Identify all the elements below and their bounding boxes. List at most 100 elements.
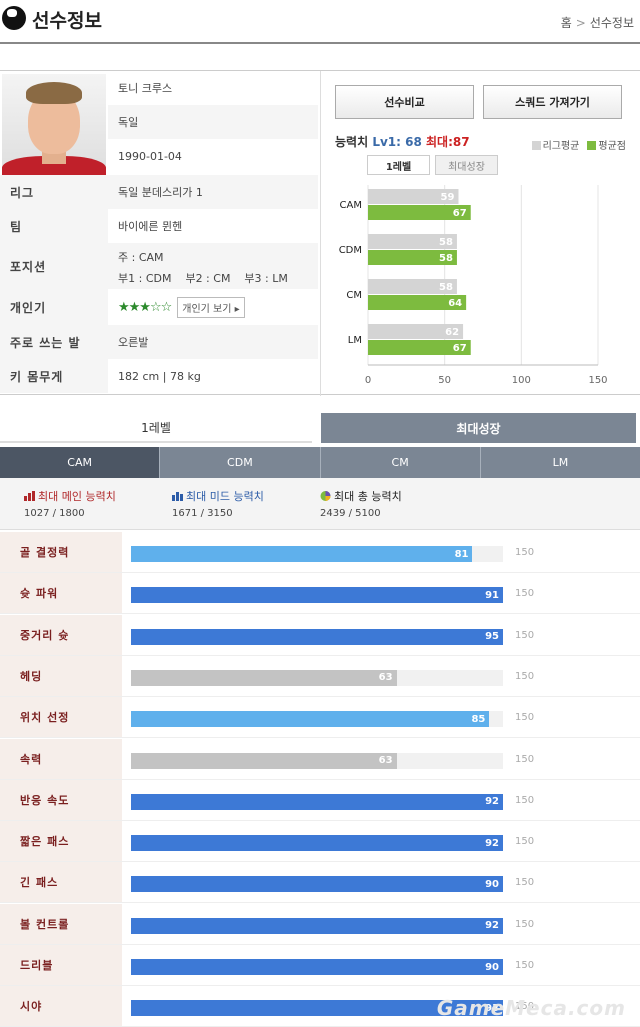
chart-data-label: 64	[448, 298, 462, 309]
chart-bar	[368, 295, 467, 310]
tab-position-cdm[interactable]: CDM	[160, 447, 321, 478]
squad-button[interactable]: 스쿼드 가져가기	[483, 85, 622, 119]
team-value: 바이에른 뮌헨	[118, 220, 183, 233]
legend-league: 리그평균	[542, 141, 580, 152]
summary-mid-value: 1671 / 3150	[172, 508, 233, 519]
stat-bar: 91	[131, 587, 503, 604]
chart-x-tick: 0	[365, 375, 371, 386]
chart-data-label: 59	[441, 192, 455, 203]
skill-label: 개인기	[0, 289, 108, 325]
stat-max: 150	[515, 877, 535, 889]
league-value: 독일 분데스리가 1	[108, 175, 318, 209]
league-label: 리그	[0, 175, 108, 209]
chart-data-label: 62	[445, 327, 459, 338]
player-name-row: 토니 크루스	[0, 71, 318, 105]
breadcrumb-home[interactable]: 홈	[560, 16, 572, 30]
player-info-box: 토니 크루스 독일 1990-01-04 리그 독일 분데스리가 1 팀 바이에…	[0, 70, 640, 396]
stat-bar: 95	[131, 628, 503, 645]
chart-category-label: LM	[348, 335, 362, 346]
bar-chart-icon	[172, 492, 183, 501]
chart-bar	[368, 279, 457, 294]
stat-max: 150	[515, 670, 535, 682]
stat-max: 150	[515, 1001, 535, 1013]
tab-position-cm[interactable]: CM	[321, 447, 481, 478]
stat-max: 150	[515, 753, 535, 765]
legend-league-swatch	[531, 141, 541, 150]
player-birth: 1990-01-04	[118, 149, 182, 163]
foot-row: 주로 쓰는 발 오른발	[0, 325, 318, 359]
height-weight-value: 182 cm | 78 kg	[118, 369, 201, 383]
chart-data-label: 58	[439, 282, 453, 293]
stat-label: 위치 선정	[0, 697, 122, 738]
stat-bar: 92	[131, 793, 503, 810]
stat-row: 볼 컨트롤 92 150	[0, 903, 640, 945]
league-row: 리그 독일 분데스리가 1	[0, 175, 318, 209]
stat-label: 반응 속도	[0, 779, 122, 820]
stat-label: 중거리 슛	[0, 614, 122, 655]
team-label: 팀	[0, 209, 108, 243]
position-subs: 부1 : CDM 부2 : CM 부3 : LM	[118, 272, 288, 285]
stat-label: 시야	[0, 986, 122, 1027]
chart-x-tick: 50	[438, 375, 451, 386]
stat-label: 헤딩	[0, 655, 122, 696]
pie-chart-icon	[320, 491, 331, 501]
chart-x-tick: 150	[588, 375, 607, 386]
height-weight-row: 키 몸무게 182 cm | 78 kg	[0, 359, 318, 393]
chart-category-label: CAM	[340, 200, 362, 211]
skill-row: 개인기 ★★★☆☆ 개인기 보기 ▸	[0, 289, 318, 325]
stat-max: 150	[515, 629, 535, 641]
tab-position-cam[interactable]: CAM	[0, 447, 161, 478]
chart-category-label: CDM	[339, 245, 362, 256]
chart-x-tick: 100	[512, 375, 531, 386]
watermark: GameMeca.com	[436, 996, 626, 1020]
stat-bar: 63	[131, 752, 397, 769]
compare-button[interactable]: 선수비교	[335, 85, 474, 119]
stat-row: 골 결정력 81 150	[0, 532, 640, 573]
stat-label: 긴 패스	[0, 862, 122, 903]
legend-mine-swatch	[587, 141, 597, 150]
skill-view-button[interactable]: 개인기 보기 ▸	[177, 296, 245, 318]
toggle-max-growth[interactable]: 최대성장	[435, 155, 498, 175]
stat-row: 드리블 90 150	[0, 945, 640, 986]
player-name: 토니 크루스	[108, 71, 318, 105]
tab-position-lm[interactable]: LM	[552, 456, 569, 469]
toggle-level1[interactable]: 1레벨	[367, 155, 430, 175]
ability-level: Lv1: 68	[372, 135, 422, 149]
stat-row: 중거리 슛 95 150	[0, 614, 640, 656]
position-row: 포지션	[0, 243, 318, 289]
legend-mine: 평균점	[598, 141, 626, 152]
chart-bar	[368, 234, 457, 249]
ability-title: 능력치 Lv1: 68 최대:87	[335, 135, 470, 149]
stat-label: 드리블	[0, 945, 122, 985]
stat-bar: 90	[131, 959, 503, 975]
summary-main-value: 1027 / 1800	[24, 508, 85, 519]
summary-mid: 최대 미드 능력치 1671 / 3150	[172, 490, 264, 519]
position-main: 주 : CAM	[118, 251, 164, 264]
position-label: 포지션	[0, 243, 108, 289]
stat-label: 슛 파워	[0, 573, 122, 614]
stat-max: 150	[515, 918, 535, 930]
stat-bar: 92	[131, 835, 503, 852]
stat-label: 속력	[0, 738, 122, 779]
tab-max-growth[interactable]: 최대성장	[321, 413, 636, 443]
stat-bar: 93	[131, 1000, 503, 1017]
stat-label: 볼 컨트롤	[0, 903, 122, 944]
breadcrumb: 홈 > 선수정보	[561, 14, 634, 31]
stat-max: 150	[515, 794, 535, 806]
stat-row: 짧은 패스 92 150	[0, 821, 640, 863]
chart-bar	[368, 189, 459, 204]
stat-max: 150	[515, 960, 535, 971]
stat-row: 슛 파워 91 150	[0, 573, 640, 615]
stat-row: 반응 속도 92 150	[0, 779, 640, 821]
chart-bar	[368, 324, 464, 339]
position-tabs: CAM CDM CM LM	[0, 447, 640, 478]
chart-category-label: CM	[346, 290, 362, 301]
chart-data-label: 58	[439, 237, 453, 248]
stat-label: 짧은 패스	[0, 821, 122, 862]
tab-level1[interactable]: 1레벨	[0, 413, 312, 443]
foot-label: 주로 쓰는 발	[0, 325, 108, 359]
chart-bar	[368, 340, 471, 355]
bar-chart-icon	[24, 491, 35, 501]
summary-main: 최대 메인 능력치 1027 / 1800	[24, 490, 116, 519]
stat-max: 150	[515, 712, 535, 724]
